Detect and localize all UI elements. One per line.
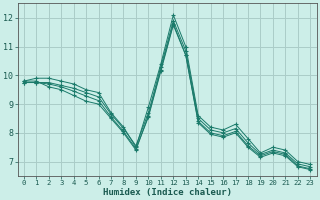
X-axis label: Humidex (Indice chaleur): Humidex (Indice chaleur) (103, 188, 232, 197)
